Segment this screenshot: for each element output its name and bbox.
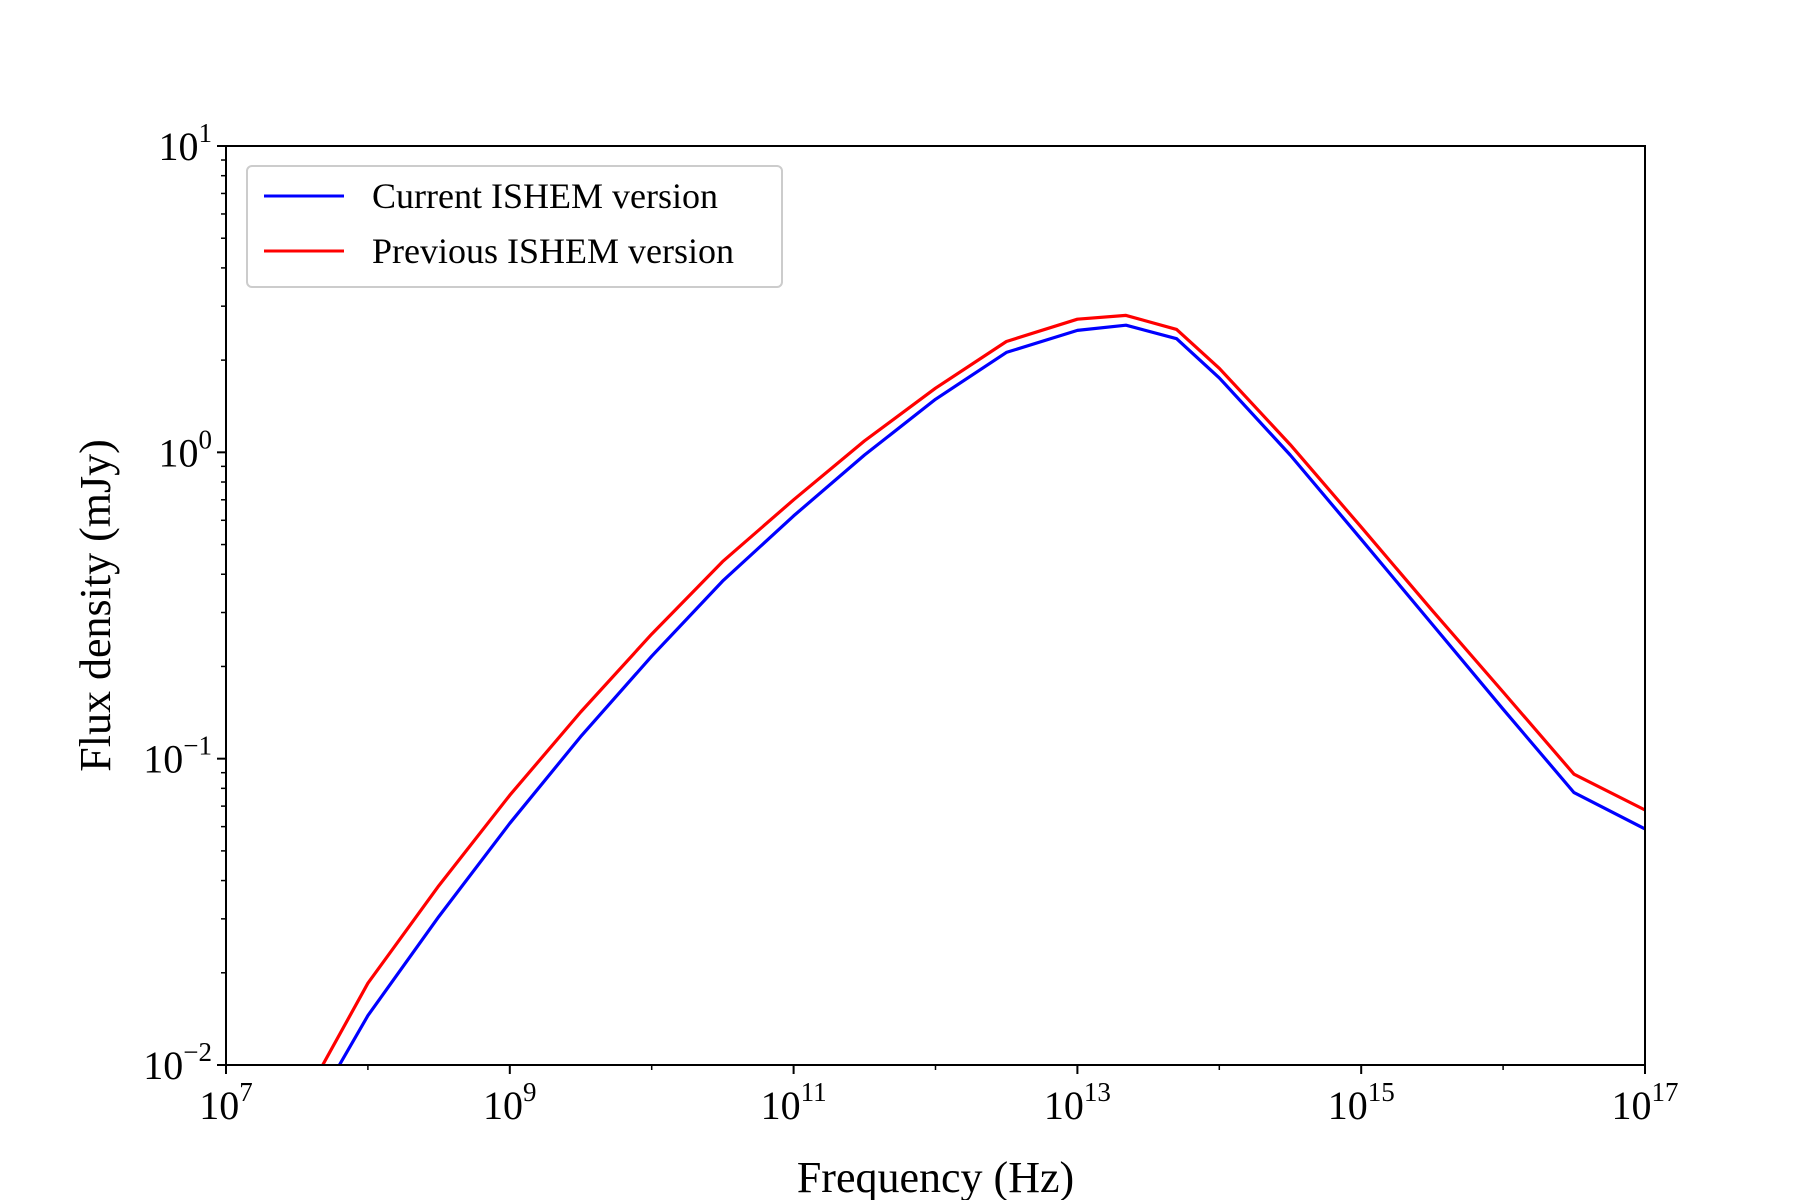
series-line-current: [338, 323, 1645, 1065]
series-line-previous: [321, 313, 1645, 1065]
legend-label-current: Current ISHEM version: [372, 176, 718, 216]
legend: Current ISHEM version Previous ISHEM ver…: [246, 165, 783, 288]
series-layer: [321, 313, 1645, 1065]
x-tick-label: 109: [483, 1077, 537, 1128]
plot-frame: [225, 145, 1646, 1066]
x-axis-label: Frequency (Hz): [797, 1153, 1074, 1200]
y-tick-label: 100: [159, 424, 213, 475]
x-tick-label: 1011: [761, 1077, 827, 1128]
y-tick-label: 10−2: [143, 1037, 212, 1088]
x-tick-label: 1017: [1612, 1077, 1679, 1128]
legend-label-previous: Previous ISHEM version: [372, 231, 734, 271]
y-tick-label: 10−1: [143, 731, 212, 782]
ticks: 107 109 1011 1013 1015 1017 10−2 10−1 100 101: [143, 118, 1678, 1128]
y-axis-label: Flux density (mJy): [71, 439, 120, 771]
x-tick-label: 1015: [1328, 1077, 1395, 1128]
x-tick-label: 107: [199, 1077, 253, 1128]
legend-box: [246, 165, 783, 288]
y-tick-label: 101: [159, 118, 213, 169]
x-tick-label: 1013: [1044, 1077, 1111, 1128]
